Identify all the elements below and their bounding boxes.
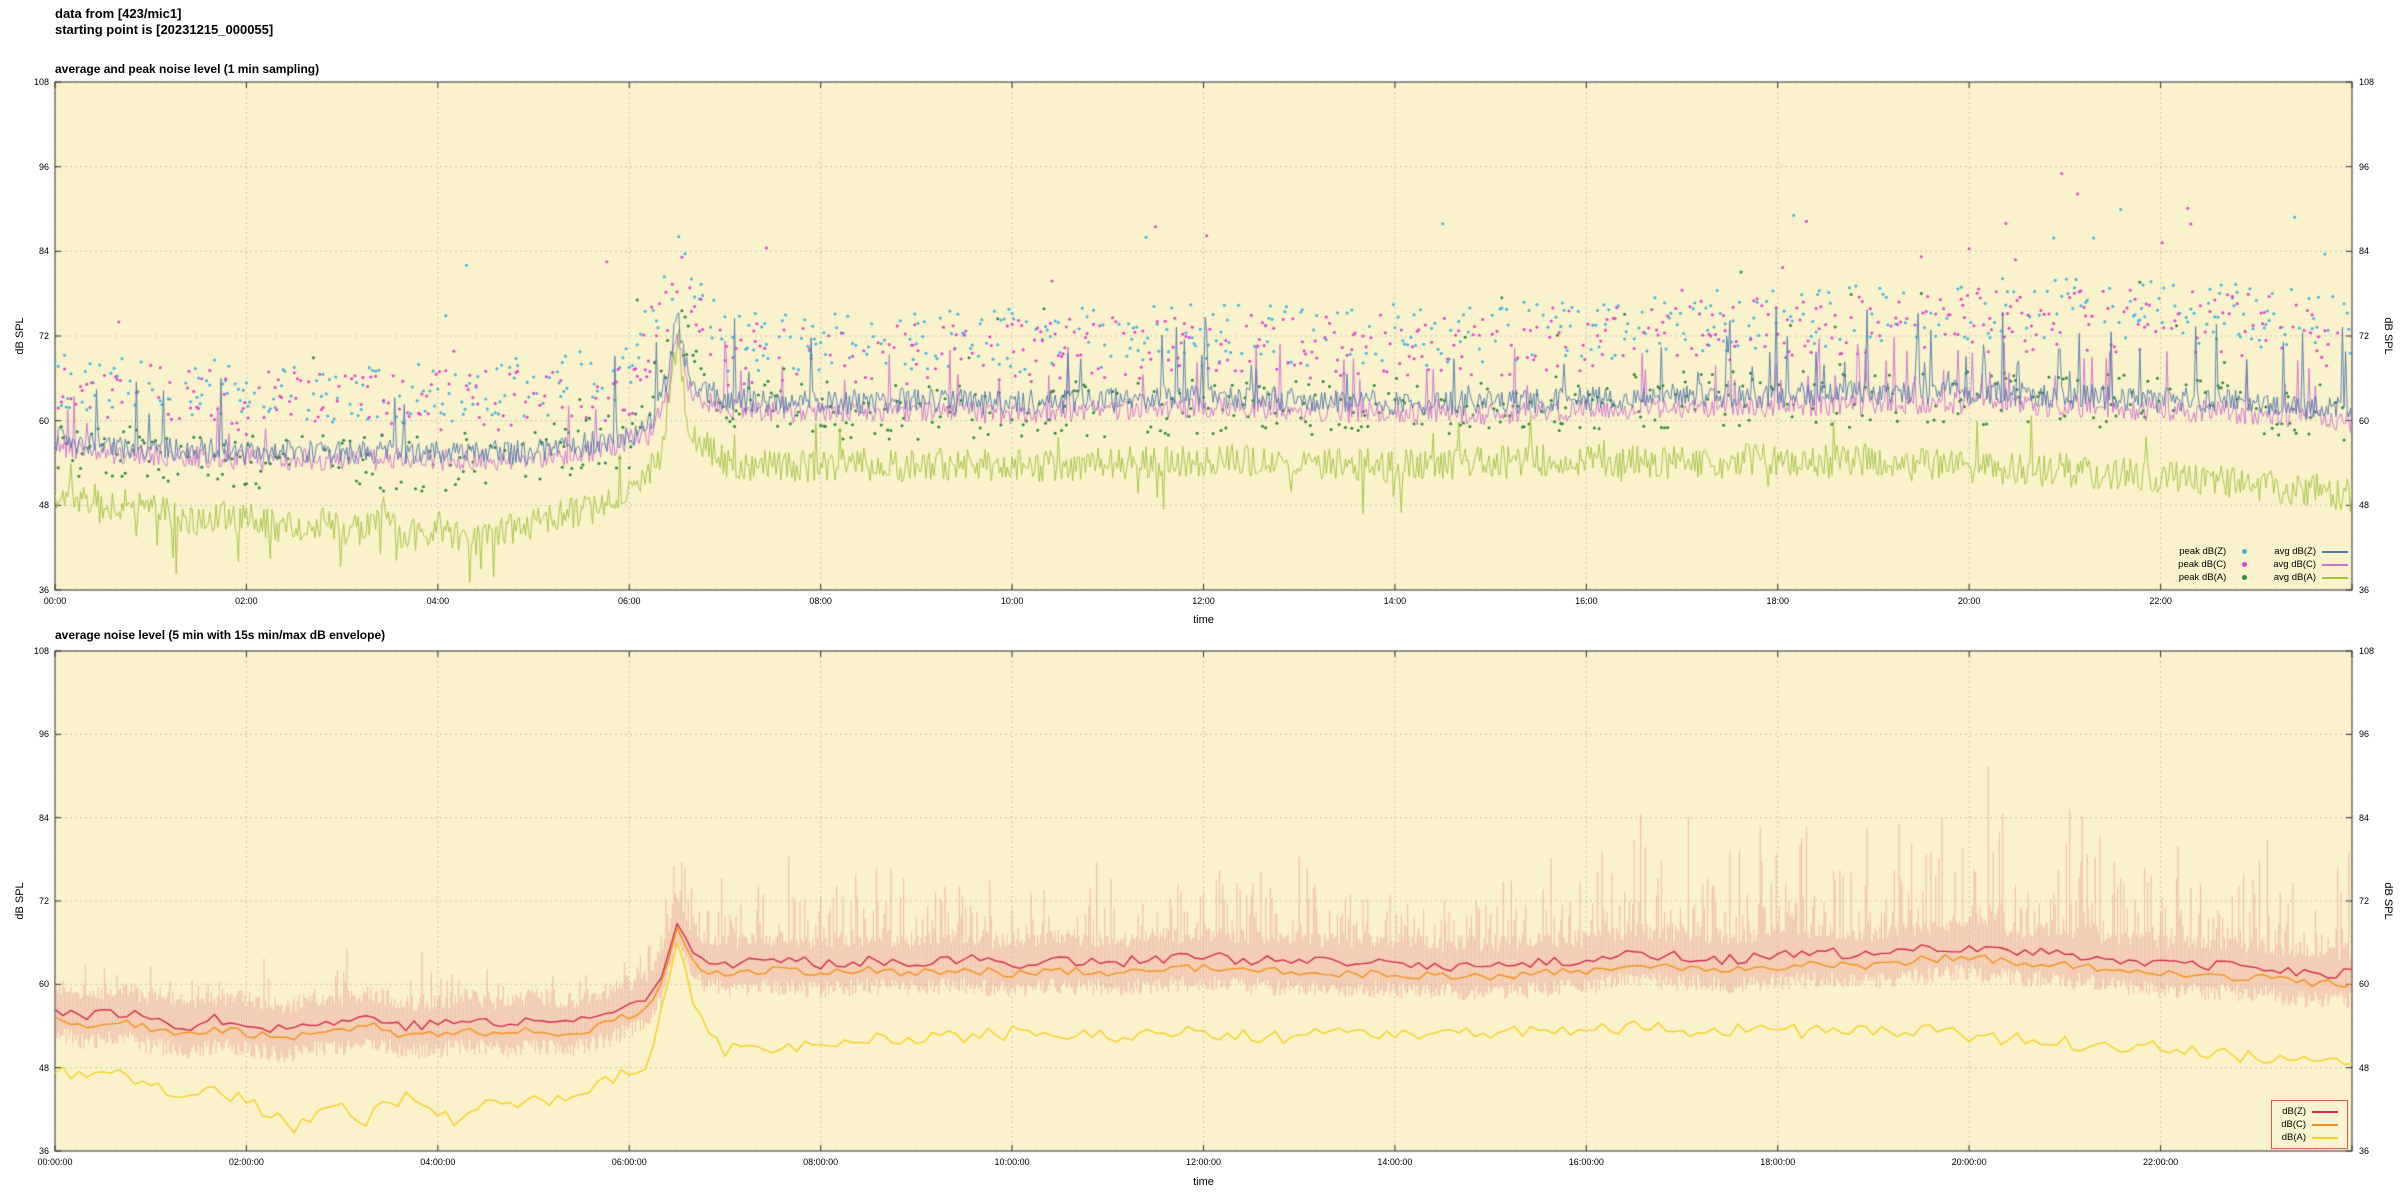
chart1-y-tick-label-left: 72 [38,331,49,341]
legend-entry: avg dB(A) [2273,571,2348,584]
chart2-x-tick-label: 16:00:00 [1568,1157,1604,1167]
legend-entry: peak dB(Z) [2178,545,2257,558]
chart1-x-tick-label: 00:00 [43,596,67,606]
chart2-x-tick-label: 12:00:00 [1185,1157,1222,1167]
chart1-x-tick-label: 04:00 [426,596,450,606]
chart2-x-tick-label: 22:00:00 [2143,1157,2179,1167]
chart2-y-tick-label-right: 96 [2359,729,2370,740]
chart2-y-tick-label-left: 60 [38,979,49,990]
legend-line-sample [2312,1123,2338,1126]
legend-entry: dB(C) [2281,1118,2338,1131]
chart2-xlabel: time [1193,1176,1214,1188]
legend-entry: peak dB(A) [2178,571,2257,584]
chart1-x-tick-label: 18:00 [1766,596,1790,606]
chart2-x-tick-label: 06:00:00 [611,1157,647,1167]
chart2-y-tick-label-right: 72 [2359,896,2370,906]
chart2-y-tick-label-right: 108 [2359,646,2375,656]
legend-label: dB(A) [2281,1132,2306,1143]
legend-point-sample [2242,549,2248,554]
chart1-xlabel: time [1193,614,1214,626]
chart2-x-tick-label: 10:00:00 [994,1157,1030,1167]
chart2-legend: dB(Z) dB(C) dB(A) [2271,1100,2348,1149]
chart1-x-tick-label: 12:00 [1192,596,1215,606]
legend-entry: dB(Z) [2281,1105,2338,1118]
chart1-x-tick-label: 16:00 [1575,596,1598,606]
legend-entry: peak dB(C) [2178,558,2257,571]
legend-entry: dB(A) [2281,1131,2338,1144]
chart1-title: average and peak noise level (1 min samp… [55,62,320,76]
chart2-x-tick-label: 18:00:00 [1760,1157,1796,1167]
chart2-x-tick-label: 02:00:00 [228,1157,264,1167]
chart1-y-tick-label-left: 84 [38,246,49,257]
legend-point-sample [2242,562,2248,567]
legend-line-sample [2322,550,2348,553]
chart1-y-tick-label-right: 72 [2359,331,2370,341]
chart1-y-tick-label-left: 108 [33,77,49,87]
legend-point-sample [2242,575,2248,580]
chart2-x-tick-label: 14:00:00 [1377,1157,1413,1167]
chart2-x-tick-label: 08:00:00 [803,1157,839,1167]
header: data from [423/mic1] starting point is [… [55,6,273,38]
chart2-title: average noise level (5 min with 15s min/… [55,628,386,642]
legend-label: avg dB(A) [2273,572,2316,583]
chart2-y-tick-label-right: 36 [2359,1146,2370,1156]
chart2-y-tick-label-left: 96 [38,729,49,740]
chart2-x-tick-label: 20:00:00 [1951,1157,1987,1167]
chart1-y-tick-label-right: 36 [2359,585,2370,595]
chart1-y-tick-label-right: 84 [2359,246,2370,257]
legend-label: dB(C) [2281,1119,2306,1130]
legend-line-sample [2312,1110,2338,1113]
chart2-x-tick-label: 00:00:00 [37,1157,73,1167]
legend-label: avg dB(C) [2273,559,2316,570]
chart1-y-tick-label-right: 60 [2359,415,2370,426]
chart2-y-tick-label-left: 72 [38,896,49,906]
legend-entry: avg dB(Z) [2273,545,2348,558]
legend-entry: avg dB(C) [2273,558,2348,571]
chart1-x-tick-label: 02:00 [235,596,258,606]
legend-line-sample [2322,563,2348,566]
chart2-y-tick-label-left: 36 [38,1146,49,1156]
chart2-y-tick-label-right: 48 [2359,1062,2370,1073]
legend-label: peak dB(A) [2178,572,2227,583]
chart1-x-tick-label: 20:00 [1957,596,1981,606]
legend-label: peak dB(C) [2178,559,2227,570]
chart2-y-tick-label-left: 108 [33,646,49,656]
chart1-x-tick-label: 22:00 [2149,596,2172,606]
legend-label: peak dB(Z) [2179,546,2227,557]
chart2-y-tick-label-left: 84 [38,812,49,823]
chart1-ylabel-right: dB SPL [2382,317,2394,355]
chart1-y-tick-label-right: 48 [2359,500,2370,511]
chart1-x-tick-label: 08:00 [809,596,832,606]
chart2-y-tick-label-right: 60 [2359,979,2370,990]
chart1-y-tick-label-right: 96 [2359,161,2370,172]
legend-line-sample [2312,1136,2338,1139]
legend-label: avg dB(Z) [2274,546,2316,557]
chart1-y-tick-label-left: 60 [38,415,49,426]
chart1-x-tick-label: 10:00 [1000,596,1024,606]
chart2-ylabel-right: dB SPL [2382,882,2394,920]
chart1-x-tick-label: 14:00 [1383,596,1407,606]
chart1-y-tick-label-right: 108 [2359,77,2375,87]
chart2-y-tick-label-right: 84 [2359,812,2370,823]
header-start-point: starting point is [20231215_000055] [55,22,274,37]
chart1-y-tick-label-left: 36 [38,585,49,595]
chart1-x-tick-label: 06:00 [617,596,641,606]
chart2-x-tick-label: 04:00:00 [420,1157,456,1167]
legend-label: dB(Z) [2282,1106,2306,1117]
legend-line-sample [2322,576,2348,579]
chart1-legend: peak dB(Z) peak dB(C) peak dB(A) avg dB(Z) a… [2178,545,2348,584]
chart1-y-tick-label-left: 48 [38,500,49,511]
chart1-y-tick-label-left: 96 [38,161,49,172]
header-data-source: data from [423/mic1] [55,6,182,21]
chart2-y-tick-label-left: 48 [38,1062,49,1073]
